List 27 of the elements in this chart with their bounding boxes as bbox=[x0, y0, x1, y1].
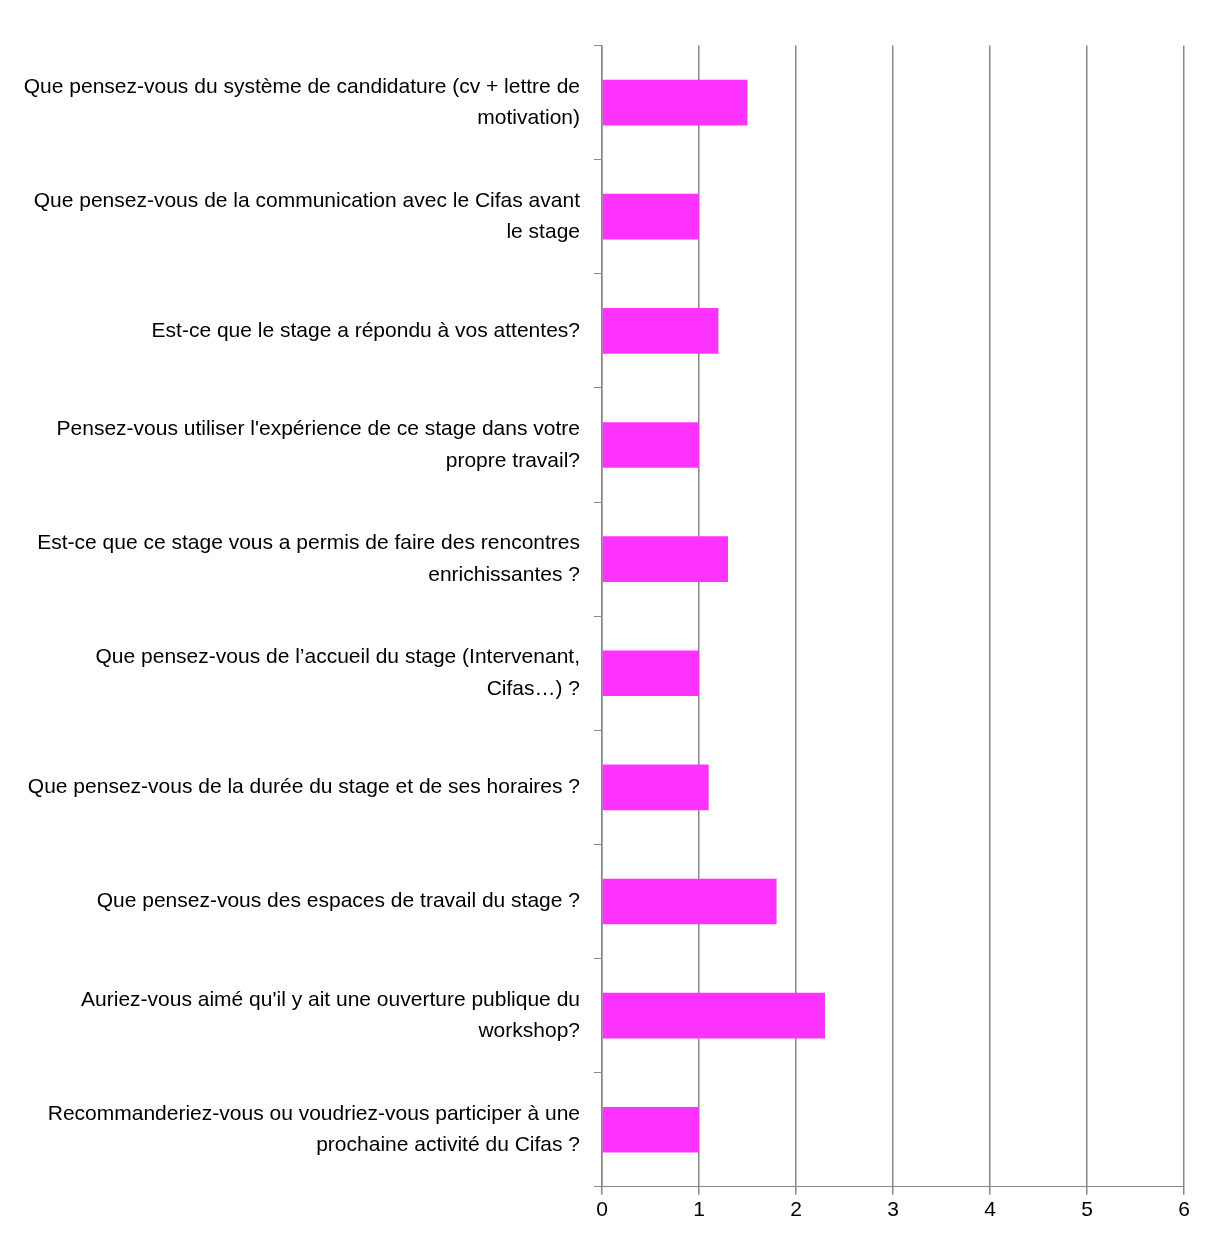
x-tick-label: 6 bbox=[1178, 1197, 1190, 1221]
y-tick-label: Recommanderiez-vous ou voudriez-vous participer à une prochaine activité du Cifas ? bbox=[47, 1100, 580, 1156]
y-tick-label: Pensez-vous utiliser l'expérience de ce stage dans votre propre travail? bbox=[56, 416, 580, 471]
y-tick-label: Que pensez-vous des espaces de travail du stage ? bbox=[96, 888, 580, 912]
bar bbox=[602, 650, 699, 697]
bar bbox=[602, 764, 709, 811]
bar bbox=[602, 308, 719, 354]
x-tick-label: 4 bbox=[984, 1197, 997, 1221]
y-tick-label: Auriez-vous aimé qu'il y ait une ouverture publique du workshop? bbox=[81, 986, 580, 1042]
bar bbox=[602, 992, 826, 1039]
x-tick-label: 2 bbox=[790, 1197, 802, 1221]
y-tick-label: Que pensez-vous de la communication avec le Cifas avant le stage bbox=[33, 187, 581, 243]
bar bbox=[602, 536, 729, 582]
x-tick-label: 1 bbox=[693, 1197, 705, 1221]
y-tick-label: Que pensez-vous de l’accueil du stage (Intervenant, Cifas…) ? bbox=[95, 644, 580, 699]
bar bbox=[602, 79, 748, 126]
bar bbox=[602, 1106, 699, 1153]
y-tick-label: Que pensez-vous du système de candidature (cv + lettre de motivation) bbox=[23, 73, 580, 129]
bar bbox=[602, 878, 777, 925]
x-tick-label: 3 bbox=[887, 1197, 899, 1221]
bar bbox=[602, 193, 699, 240]
y-tick-label: Est-ce que le stage a répondu à vos attentes? bbox=[151, 317, 580, 341]
y-tick-label: Est-ce que ce stage vous a permis de faire des rencontres enrichissantes ? bbox=[37, 530, 580, 585]
bar bbox=[602, 422, 699, 468]
y-tick-label: Que pensez-vous de la durée du stage et de ses horaires ? bbox=[27, 774, 580, 798]
x-tick-label: 5 bbox=[1081, 1197, 1093, 1221]
x-tick-label: 0 bbox=[596, 1197, 608, 1221]
